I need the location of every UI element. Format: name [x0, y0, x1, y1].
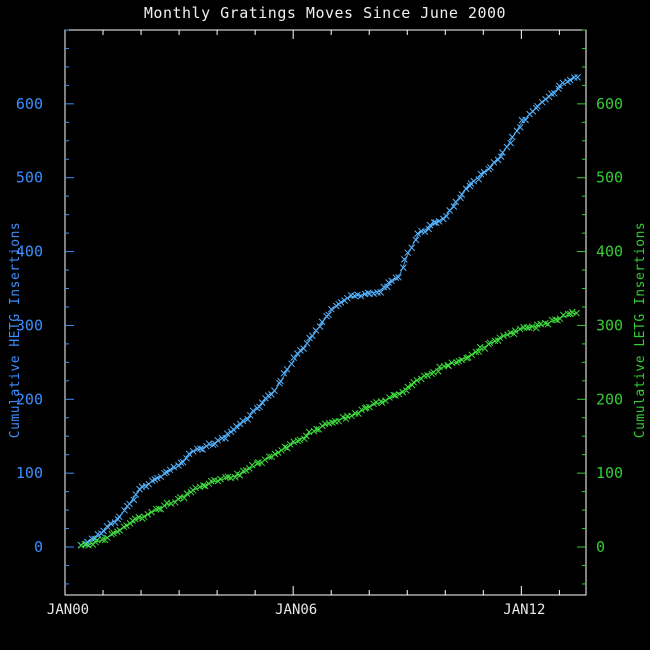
y-tick-label-left: 300 [16, 316, 43, 334]
y-tick-label-right: 0 [596, 538, 605, 556]
y-tick-label-left: 100 [16, 464, 43, 482]
x-tick-label: JAN00 [47, 602, 89, 618]
y-tick-label-right: 500 [596, 169, 623, 187]
y-tick-label-right: 600 [596, 95, 623, 113]
plot-frame [64, 29, 587, 596]
y-tick-label-right: 300 [596, 316, 623, 334]
y-tick-label-left: 600 [16, 95, 43, 113]
chart-title: Monthly Gratings Moves Since June 2000 [143, 4, 507, 22]
y-tick-label-left: 0 [34, 538, 43, 556]
hetg-series-markers [77, 74, 581, 549]
y-tick-label-left: 200 [16, 390, 43, 408]
y-tick-label-right: 100 [596, 464, 623, 482]
y-tick-label-left: 500 [16, 169, 43, 187]
y-tick-label-right: 200 [596, 390, 623, 408]
x-tick-label: JAN06 [275, 602, 317, 618]
y-tick-label-left: 400 [16, 243, 43, 261]
y-tick-label-right: 400 [596, 243, 623, 261]
x-tick-label: JAN12 [503, 602, 545, 618]
letg-series-markers [77, 308, 580, 549]
